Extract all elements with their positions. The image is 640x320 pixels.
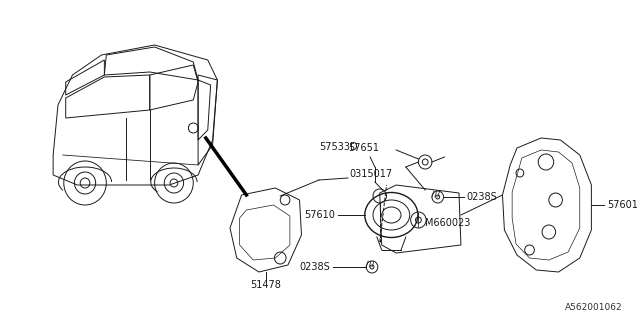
Text: 57610: 57610 bbox=[305, 210, 335, 220]
Text: 0315017: 0315017 bbox=[350, 169, 393, 179]
Text: 0238S: 0238S bbox=[300, 262, 330, 272]
Text: 57533D: 57533D bbox=[319, 142, 358, 152]
Text: 0238S: 0238S bbox=[467, 192, 497, 202]
Text: M660023: M660023 bbox=[425, 218, 470, 228]
Text: 57651: 57651 bbox=[348, 143, 379, 153]
Text: A562001062: A562001062 bbox=[565, 303, 623, 313]
Text: 57601: 57601 bbox=[607, 200, 637, 210]
Text: 51478: 51478 bbox=[250, 280, 281, 290]
